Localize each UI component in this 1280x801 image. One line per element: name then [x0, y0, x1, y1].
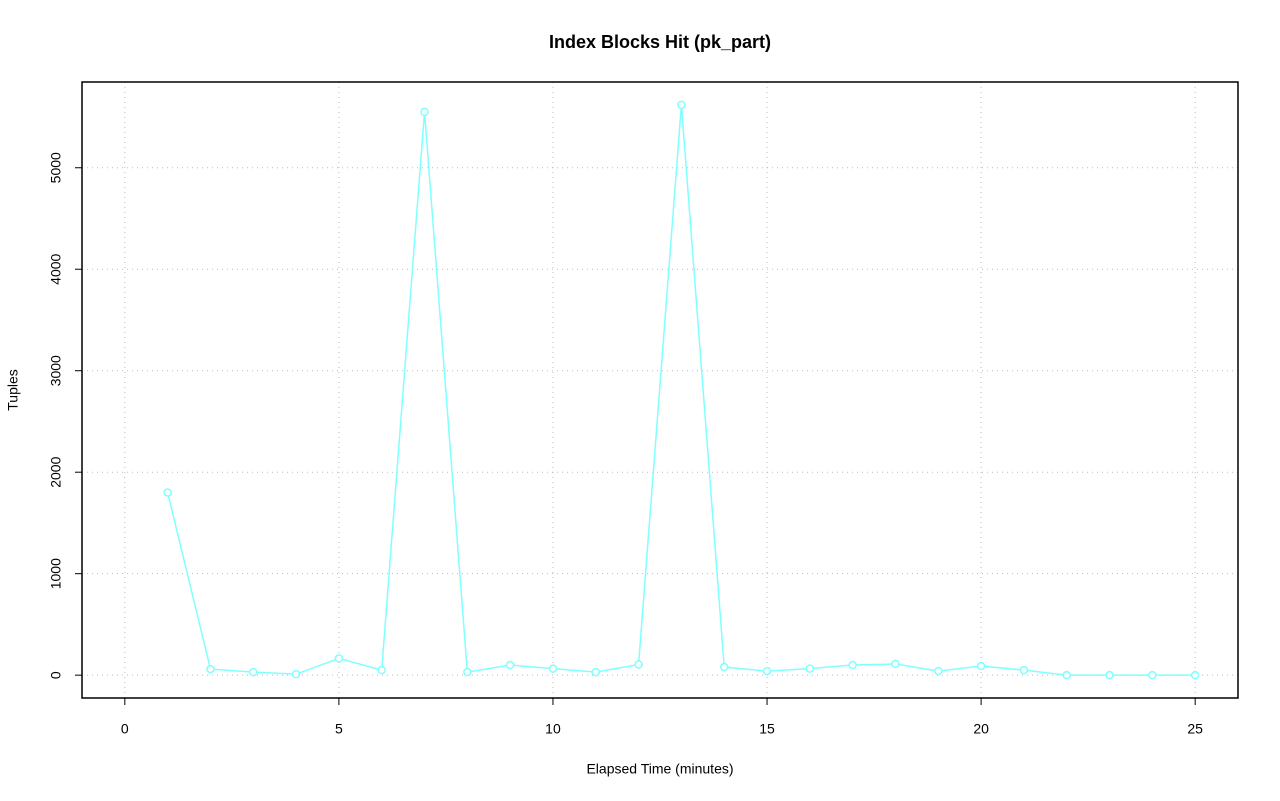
y-tick-label: 3000	[48, 355, 64, 386]
data-point	[634, 660, 643, 669]
data-point	[206, 664, 215, 674]
y-axis-label: Tuples	[5, 369, 21, 411]
data-point	[719, 662, 729, 672]
data-point	[1105, 670, 1114, 680]
data-point	[934, 666, 943, 676]
y-tick-label: 4000	[48, 253, 64, 284]
y-tick-label: 2000	[48, 456, 64, 487]
x-tick-label: 20	[973, 721, 989, 737]
data-point	[1019, 665, 1029, 675]
data-point	[548, 664, 558, 673]
data-point	[848, 660, 857, 670]
data-point	[1190, 670, 1200, 680]
data-point	[677, 100, 686, 110]
data-point	[1148, 670, 1157, 680]
data-point	[976, 661, 986, 671]
data-point	[1062, 670, 1071, 680]
data-point	[420, 107, 429, 117]
x-tick-label: 10	[545, 721, 561, 737]
data-point	[805, 664, 815, 673]
chart-title: Index Blocks Hit (pk_part)	[549, 32, 771, 52]
x-tick-label: 5	[335, 721, 343, 737]
data-point	[334, 654, 344, 663]
x-tick-label: 15	[759, 721, 775, 737]
x-tick-label: 25	[1187, 721, 1203, 737]
data-point	[291, 669, 301, 679]
data-point	[891, 659, 900, 669]
y-tick-label: 0	[48, 671, 64, 679]
data-point	[505, 660, 515, 670]
data-point	[463, 667, 472, 677]
data-point	[163, 488, 172, 497]
data-point	[591, 667, 601, 677]
x-axis-label: Elapsed Time (minutes)	[586, 761, 733, 777]
data-point	[377, 665, 386, 675]
data-point	[249, 667, 258, 677]
x-tick-label: 0	[121, 721, 129, 737]
y-tick-label: 5000	[48, 152, 64, 183]
plot-frame	[81, 81, 1239, 699]
data-point	[762, 666, 772, 676]
y-tick-label: 1000	[48, 558, 64, 589]
